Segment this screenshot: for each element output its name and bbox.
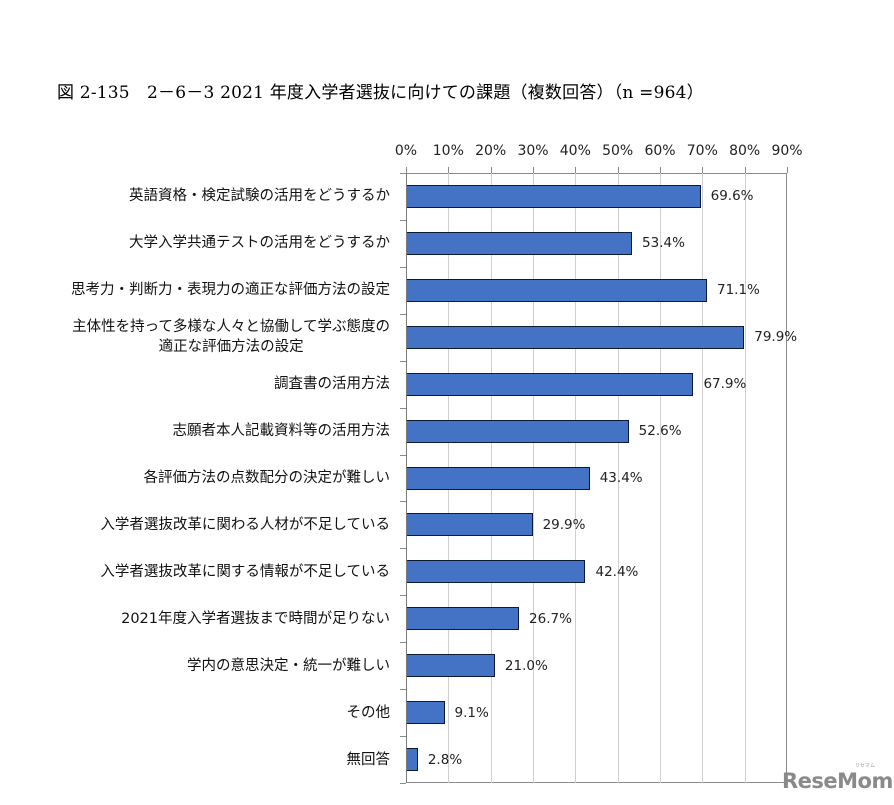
- y-tick-mark: [400, 454, 406, 456]
- bar: [406, 701, 445, 725]
- y-tick-mark: [400, 642, 406, 644]
- bar: [406, 466, 590, 490]
- gridline: [702, 173, 704, 783]
- y-tick-mark: [400, 219, 406, 221]
- bar: [406, 419, 629, 443]
- bar: [406, 278, 707, 302]
- value-label: 69.6%: [710, 188, 754, 205]
- value-label: 42.4%: [595, 563, 639, 580]
- chart-title: 図 2-135 2－6－3 2021 年度入学者選抜に向けての課題（複数回答）（…: [57, 83, 704, 103]
- category-label: 英語資格・検定試験の活用をどうするか: [129, 188, 390, 205]
- plot-frame-top: [406, 173, 787, 174]
- bar: [406, 560, 586, 584]
- bar: [406, 325, 745, 349]
- category-label: 調査書の活用方法: [274, 376, 390, 393]
- y-tick-mark: [400, 689, 406, 691]
- resemom-logo: ReseMom: [782, 769, 893, 793]
- gridline: [660, 173, 661, 783]
- bar: [406, 607, 520, 631]
- bar: [406, 513, 533, 537]
- value-label: 53.4%: [642, 235, 685, 252]
- gridline: [617, 173, 619, 783]
- x-tick-label: 50%: [602, 143, 634, 159]
- y-tick-mark: [400, 407, 406, 409]
- y-tick-mark: [400, 783, 406, 784]
- y-axis-line: [406, 173, 407, 783]
- value-label: 79.9%: [754, 329, 798, 346]
- plot-frame-right: [786, 173, 787, 783]
- x-tick-label: 10%: [432, 143, 464, 159]
- value-label: 29.9%: [542, 516, 586, 533]
- y-tick-mark: [400, 501, 406, 503]
- category-label: 2021年度入学者選抜まで時間が足りない: [121, 610, 390, 627]
- y-tick-mark: [400, 595, 406, 597]
- x-tick-label: 70%: [686, 143, 718, 159]
- x-tick-label: 80%: [729, 143, 761, 159]
- category-label: 主体性を持って多様な人々と協働して学ぶ態度の 適正な評価方法の設定: [72, 319, 390, 356]
- resemom-logo-subtext: リセマム: [855, 763, 876, 769]
- category-label: その他: [346, 704, 391, 721]
- bar: [406, 184, 701, 208]
- x-tick-mark: [744, 167, 746, 173]
- y-tick-mark: [400, 313, 406, 315]
- category-label: 入学者選抜改革に関わる人材が不足している: [100, 516, 390, 533]
- y-tick-mark: [400, 173, 406, 174]
- category-label: 各評価方法の点数配分の決定が難しい: [143, 470, 391, 486]
- y-tick-mark: [400, 736, 406, 738]
- category-label: 大学入学共通テストの活用をどうするか: [129, 235, 390, 252]
- value-label: 43.4%: [599, 470, 643, 486]
- x-tick-label: 0%: [394, 143, 418, 159]
- category-label: 思考力・判断力・表現力の適正な評価方法の設定: [71, 282, 390, 299]
- x-tick-label: 20%: [475, 143, 507, 159]
- value-label: 9.1%: [454, 704, 489, 721]
- bar: [406, 654, 495, 678]
- value-label: 21.0%: [504, 657, 548, 674]
- bar: [406, 231, 633, 255]
- category-label: 入学者選抜改革に関する情報が不足している: [100, 563, 390, 580]
- x-tick-label: 30%: [517, 143, 549, 159]
- x-tick-mark: [448, 167, 450, 173]
- x-tick-label: 90%: [771, 143, 803, 159]
- value-label: 26.7%: [529, 610, 572, 627]
- bar: [406, 372, 694, 396]
- category-label: 無回答: [346, 751, 391, 768]
- x-tick-mark: [660, 167, 661, 173]
- value-label: 67.9%: [703, 376, 747, 393]
- plot-area: 0% 10% 20% 30% 40% 50% 60% 70% 80% 90% 69.6% 53.4% 7…: [395, 143, 803, 784]
- x-tick-label: 40%: [559, 143, 591, 159]
- x-tick-mark: [533, 167, 534, 173]
- x-tick-mark: [490, 167, 492, 173]
- x-tick-label: 60%: [644, 143, 676, 159]
- x-tick-mark: [406, 167, 407, 173]
- gridline: [744, 173, 746, 783]
- y-tick-mark: [400, 266, 406, 268]
- x-tick-mark: [575, 167, 577, 173]
- value-label: 71.1%: [716, 282, 760, 299]
- y-tick-mark: [400, 548, 406, 550]
- bar: [406, 748, 418, 772]
- x-tick-mark: [702, 167, 704, 173]
- value-label: 2.8%: [427, 751, 463, 768]
- y-tick-mark: [400, 360, 406, 362]
- value-label: 52.6%: [638, 423, 682, 440]
- plot-frame-bottom: [406, 782, 787, 783]
- category-label: 学内の意思決定・統一が難しい: [187, 657, 390, 674]
- x-tick-mark: [617, 167, 619, 173]
- x-tick-mark: [787, 167, 788, 173]
- category-label: 志願者本人記載資料等の活用方法: [172, 423, 391, 440]
